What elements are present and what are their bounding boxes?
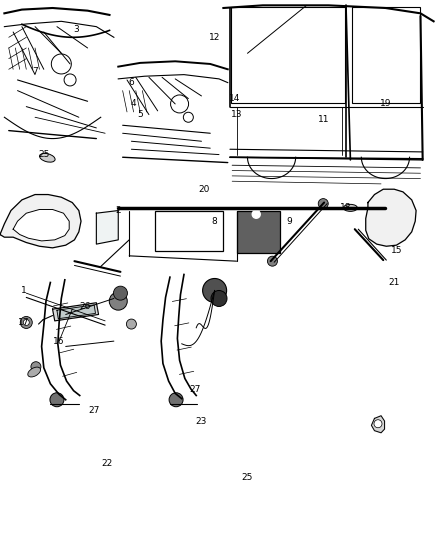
Circle shape (268, 256, 277, 266)
Text: 22: 22 (102, 459, 113, 468)
Text: 7: 7 (32, 68, 38, 76)
Text: 14: 14 (229, 94, 240, 103)
Circle shape (31, 362, 41, 372)
Text: 17: 17 (18, 318, 30, 327)
Circle shape (211, 290, 227, 306)
Text: 2: 2 (116, 206, 121, 215)
Bar (231, 7, 345, 103)
Text: 16: 16 (53, 337, 65, 345)
Bar (237, 211, 280, 253)
Text: 13: 13 (231, 110, 242, 119)
Circle shape (374, 419, 382, 428)
Polygon shape (13, 209, 69, 241)
Ellipse shape (28, 367, 41, 377)
Polygon shape (366, 189, 416, 246)
Text: 8: 8 (212, 217, 218, 225)
Text: 1: 1 (21, 286, 27, 295)
Text: 25: 25 (242, 473, 253, 481)
Ellipse shape (39, 154, 55, 162)
Circle shape (23, 319, 29, 326)
Polygon shape (57, 305, 95, 319)
Text: 20: 20 (198, 185, 209, 193)
Text: 27: 27 (189, 385, 201, 393)
Circle shape (113, 286, 127, 300)
Bar (155, 211, 223, 251)
Text: 12: 12 (209, 33, 220, 42)
Text: 9: 9 (286, 217, 292, 225)
Text: 26: 26 (80, 302, 91, 311)
Text: 3: 3 (74, 25, 80, 34)
Circle shape (252, 210, 260, 219)
Circle shape (318, 199, 328, 208)
Text: 27: 27 (88, 406, 100, 415)
Polygon shape (53, 303, 99, 321)
Bar (352, 7, 420, 103)
Circle shape (127, 319, 136, 329)
Text: 18: 18 (340, 204, 352, 212)
Text: 19: 19 (380, 100, 391, 108)
Circle shape (203, 278, 226, 303)
Circle shape (169, 393, 183, 407)
Circle shape (50, 393, 64, 407)
Polygon shape (371, 416, 385, 433)
Text: 15: 15 (391, 246, 402, 255)
Text: 21: 21 (389, 278, 400, 287)
Polygon shape (0, 195, 81, 248)
Text: 25: 25 (38, 150, 49, 159)
Text: 4: 4 (131, 100, 136, 108)
Text: 5: 5 (137, 110, 143, 119)
Text: 11: 11 (318, 116, 330, 124)
Text: 23: 23 (196, 417, 207, 425)
Ellipse shape (343, 204, 357, 212)
Circle shape (20, 317, 32, 328)
Text: 6: 6 (128, 78, 134, 87)
Polygon shape (96, 211, 118, 244)
Circle shape (109, 292, 127, 310)
